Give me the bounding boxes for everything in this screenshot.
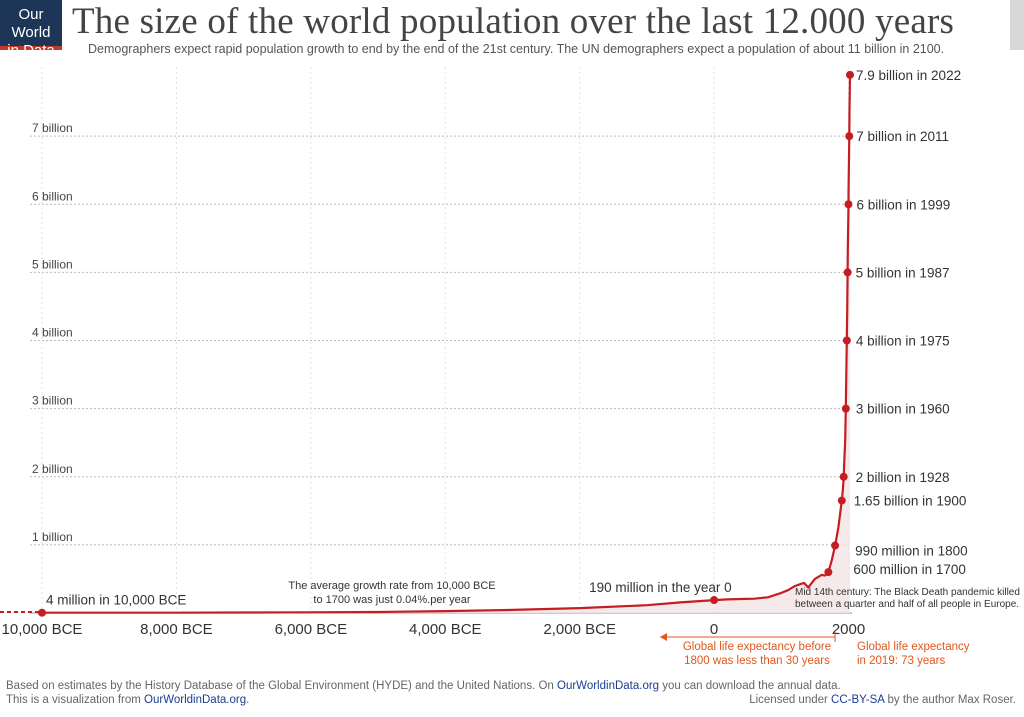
data-point [38, 608, 46, 617]
footer-source: Based on estimates by the History Databa… [6, 680, 841, 692]
data-label: 7.9 billion in 2022 [856, 68, 961, 83]
chart-subtitle: Demographers expect rapid population gro… [88, 42, 945, 56]
data-label: 7 billion in 2011 [856, 129, 949, 144]
annotation-life-before-2: 1800 was less than 30 years [684, 655, 830, 667]
x-tick-label: 10,000 BCE [2, 621, 83, 638]
data-point [842, 336, 851, 345]
footer-source-link[interactable]: OurWorldinData.org [557, 680, 660, 692]
annotation-life-2019-2: in 2019: 73 years [857, 655, 945, 667]
data-label: 1.65 billion in 1900 [854, 494, 967, 509]
population-area [42, 74, 850, 614]
footer-license-link[interactable]: CC-BY-SA [831, 694, 885, 706]
population-chart: 1 billion 2 billion 3 billion 4 billion 5 bi… [0, 67, 1020, 667]
data-label: 2 billion in 1928 [856, 470, 950, 485]
footer-license-suffix: by the author Max Roser. [884, 694, 1017, 706]
chart-title: The size of the world population over th… [72, 1, 955, 42]
x-tick-label: 8,000 BCE [140, 621, 213, 638]
y-tick-label: 7 billion [32, 121, 73, 135]
data-point [844, 200, 853, 209]
data-label: 990 million in 1800 [855, 544, 968, 559]
footer-viz-link[interactable]: OurWorldinData.org [144, 694, 247, 706]
y-tick-label: 4 billion [32, 326, 73, 340]
y-tick-label: 2 billion [32, 462, 73, 476]
population-line [42, 74, 852, 614]
logo-line-1: Our World [11, 6, 51, 41]
data-point [839, 472, 848, 481]
data-label: 4 billion in 1975 [856, 334, 950, 349]
annotation-black-death-2: between a quarter and half of all people… [795, 599, 1019, 610]
data-label: 5 billion in 1987 [856, 265, 950, 280]
arrow-left-icon [660, 633, 667, 641]
data-point [831, 541, 840, 550]
data-label: 600 million in 1700 [853, 562, 966, 577]
x-tick-label: 0 [710, 621, 718, 638]
owid-logo: Our World in Data [0, 0, 62, 59]
y-tick-label: 6 billion [32, 189, 73, 203]
data-point [824, 568, 833, 577]
footer-viz-prefix: This is a visualization from [6, 694, 145, 706]
footer-source-prefix: Based on estimates by the History Databa… [6, 680, 558, 692]
y-tick-label: 5 billion [32, 257, 73, 271]
footer-viz-suffix: . [246, 694, 250, 706]
x-tick-label: 2000 [832, 621, 865, 638]
footer-viz: This is a visualization from OurWorldinD… [6, 694, 249, 706]
data-point [843, 268, 852, 277]
footer-source-suffix: you can download the annual data. [659, 680, 841, 692]
scrollbar-edge [1010, 0, 1024, 50]
annotation-black-death-1: Mid 14th century: The Black Death pandem… [795, 587, 1020, 598]
data-point [841, 404, 850, 413]
logo-line-2: in Data [7, 42, 55, 59]
y-tick-label: 1 billion [32, 530, 73, 544]
annotation-growth-1: The average growth rate from 10,000 BCE [288, 580, 495, 592]
annotation-growth-2: to 1700 was just 0.04%.per year [313, 594, 470, 606]
y-tick-label: 3 billion [32, 394, 73, 408]
data-point [845, 132, 854, 141]
data-point [837, 496, 846, 505]
x-tick-label: 6,000 BCE [275, 621, 348, 638]
x-tick-label: 4,000 BCE [409, 621, 482, 638]
data-label: 4 million in 10,000 BCE [46, 593, 186, 608]
footer-license-prefix: Licensed under [749, 694, 832, 706]
data-label: 3 billion in 1960 [856, 402, 950, 417]
data-label: 6 billion in 1999 [856, 197, 950, 212]
data-point [846, 70, 854, 79]
data-label: 190 million in the year 0 [589, 580, 732, 595]
footer-license: Licensed under CC-BY-SA by the author Ma… [749, 694, 1016, 706]
annotation-life-2019-1: Global life expectancy [857, 641, 970, 653]
annotation-life-before-1: Global life expectancy before [683, 641, 831, 653]
data-point [710, 596, 719, 605]
x-tick-label: 2,000 BCE [543, 621, 616, 638]
